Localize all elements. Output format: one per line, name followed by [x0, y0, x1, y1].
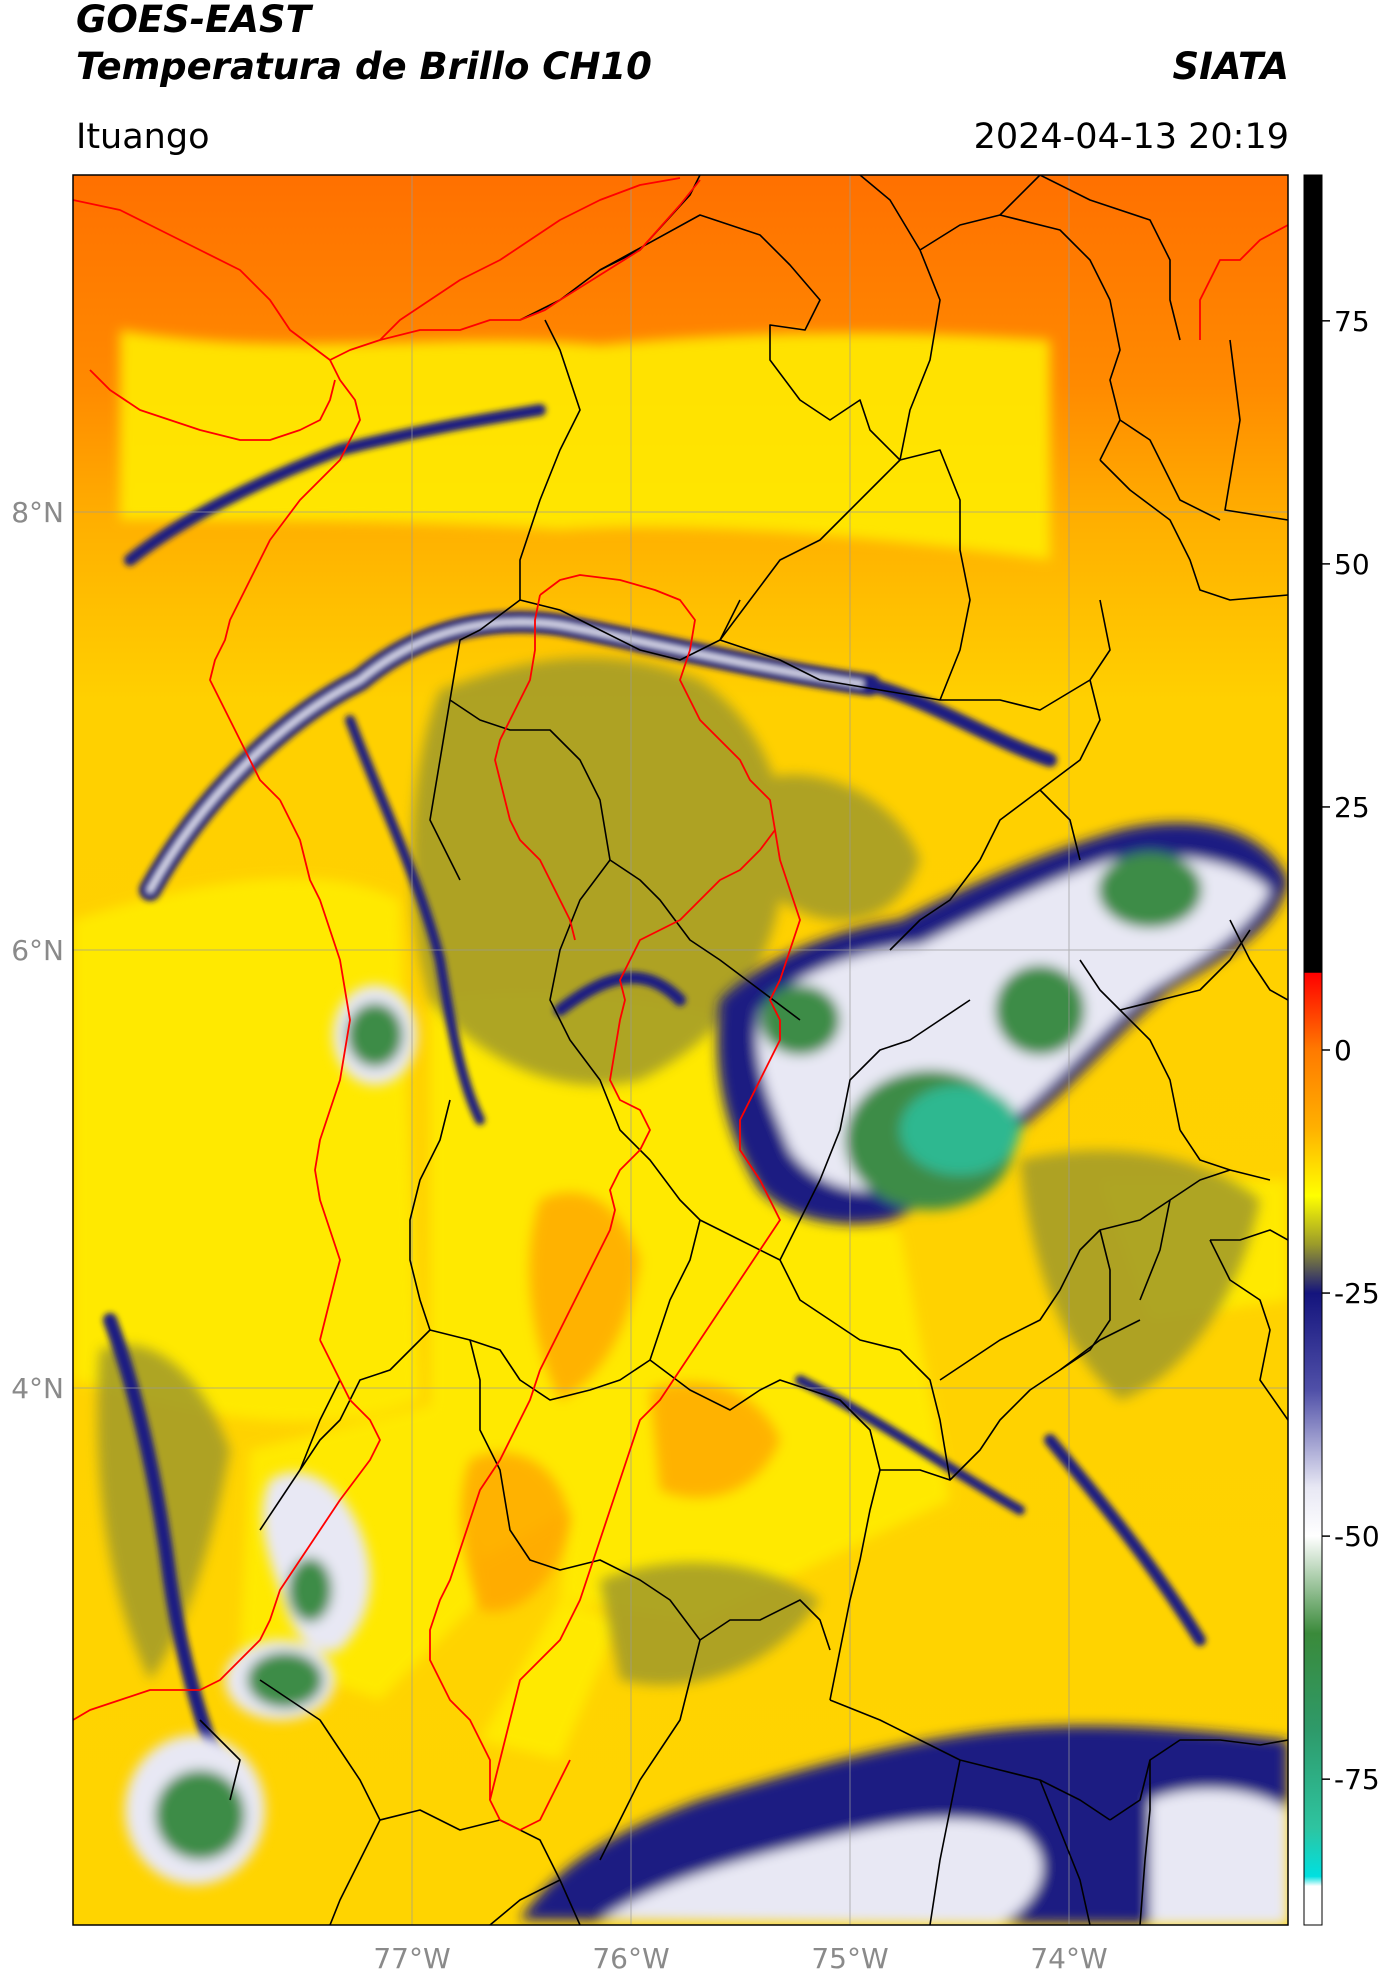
- colorbar-ticks: 75 50 25 0 -25 -50 -75: [1322, 305, 1380, 1796]
- orange-patches: [461, 1192, 780, 1612]
- boundaries-black: [199, 175, 1288, 1925]
- cloud-clusters: [125, 822, 1288, 1925]
- datetime-label: 2024-04-13 20:19: [973, 117, 1289, 157]
- colorbar-gradient: [1304, 175, 1322, 1925]
- colorbar-tick-label: -50: [1334, 1520, 1380, 1553]
- lat-label-6n: 6°N: [11, 934, 64, 967]
- map-panel: [73, 175, 1288, 1925]
- organization-label: SIATA: [1172, 45, 1289, 88]
- lon-label-77w: 77°W: [373, 1942, 450, 1975]
- title-line-1: GOES-EAST: [76, 0, 311, 41]
- boundaries-red: [73, 177, 1288, 1831]
- lon-label-75w: 75°W: [811, 1942, 888, 1975]
- lat-label-4n: 4°N: [11, 1372, 64, 1405]
- colorbar-tick-label: 75: [1334, 305, 1370, 338]
- colorbar-tick-label: 50: [1334, 548, 1370, 581]
- region-label: Ituango: [76, 117, 210, 157]
- colorbar-tick-label: 0: [1334, 1034, 1352, 1067]
- cloud-edges: [103, 404, 1206, 1777]
- lon-label-74w: 74°W: [1030, 1942, 1107, 1975]
- lat-label-8n: 8°N: [11, 496, 64, 529]
- colorbar-tick-label: 25: [1334, 791, 1370, 824]
- colorbar: 75 50 25 0 -25 -50 -75: [1303, 174, 1380, 1926]
- graticule: [73, 175, 1288, 1925]
- colorbar-tick-label: -25: [1334, 1277, 1380, 1310]
- lon-label-76w: 76°W: [592, 1942, 669, 1975]
- colorbar-tick-label: -75: [1334, 1763, 1380, 1796]
- map-frame: [72, 174, 1289, 1926]
- title-line-2: Temperatura de Brillo CH10: [76, 45, 652, 88]
